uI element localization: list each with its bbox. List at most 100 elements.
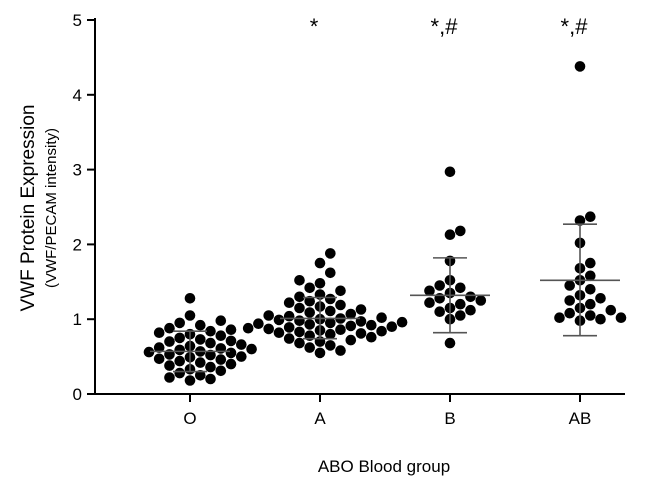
data-point bbox=[455, 310, 466, 321]
data-point bbox=[585, 257, 596, 269]
data-point bbox=[386, 321, 398, 333]
data-point bbox=[355, 304, 367, 315]
data-point bbox=[164, 360, 175, 371]
data-point bbox=[455, 225, 466, 237]
data-point bbox=[153, 353, 165, 365]
data-point bbox=[215, 365, 227, 377]
data-point bbox=[335, 285, 346, 297]
data-point bbox=[335, 345, 346, 356]
data-point bbox=[273, 327, 285, 339]
data-point bbox=[424, 285, 435, 297]
data-point bbox=[564, 280, 575, 291]
y-axis-sublabel: (VWF/PECAM intensity) bbox=[43, 128, 60, 288]
data-point bbox=[283, 297, 295, 309]
y-tick-label: 3 bbox=[73, 161, 82, 180]
data-point bbox=[335, 299, 346, 311]
error-bars bbox=[150, 223, 620, 373]
data-point bbox=[184, 293, 196, 304]
data-point bbox=[205, 361, 216, 373]
data-point bbox=[294, 326, 305, 338]
data-point bbox=[314, 347, 326, 359]
data-point bbox=[325, 328, 336, 340]
data-point bbox=[205, 373, 216, 385]
data-point bbox=[304, 342, 316, 353]
data-point bbox=[585, 270, 596, 282]
data-point bbox=[304, 282, 316, 294]
data-point bbox=[195, 334, 206, 345]
y-axis-label: VWF Protein Expression bbox=[18, 105, 39, 312]
data-point bbox=[164, 372, 175, 383]
data-point bbox=[174, 317, 185, 329]
data-point bbox=[246, 343, 257, 355]
data-point bbox=[273, 314, 285, 326]
data-point bbox=[424, 297, 435, 309]
y-tick-label: 5 bbox=[73, 11, 82, 30]
data-point bbox=[595, 313, 606, 325]
y-tick-label: 4 bbox=[73, 86, 82, 105]
y-tick-label: 0 bbox=[73, 385, 82, 404]
data-point bbox=[314, 278, 326, 289]
data-point bbox=[294, 315, 305, 327]
significance-annotation: *,# bbox=[431, 14, 459, 39]
data-point bbox=[225, 335, 237, 347]
data-point bbox=[283, 333, 295, 344]
data-point bbox=[366, 331, 377, 343]
significance-annotation: *,# bbox=[561, 14, 589, 39]
data-point bbox=[585, 211, 596, 222]
data-point bbox=[605, 304, 617, 316]
data-point bbox=[236, 351, 247, 362]
data-point bbox=[455, 298, 466, 310]
data-point bbox=[444, 166, 456, 178]
data-point bbox=[294, 275, 305, 286]
data-point bbox=[554, 312, 565, 324]
data-point bbox=[283, 322, 295, 333]
x-tick-label: A bbox=[314, 409, 326, 428]
data-point bbox=[164, 322, 175, 334]
data-point bbox=[444, 337, 456, 349]
data-point bbox=[205, 325, 216, 337]
data-point bbox=[564, 295, 575, 306]
data-point bbox=[475, 295, 487, 306]
x-tick-label: AB bbox=[569, 409, 592, 428]
data-point bbox=[153, 342, 165, 353]
data-point bbox=[263, 323, 275, 335]
data-point bbox=[164, 336, 175, 347]
data-point bbox=[205, 349, 216, 361]
data-point bbox=[325, 317, 336, 329]
data-point bbox=[564, 307, 575, 319]
data-point bbox=[215, 315, 227, 327]
data-point bbox=[585, 298, 596, 310]
data-point bbox=[325, 305, 336, 317]
data-point bbox=[585, 310, 596, 321]
y-tick-label: 1 bbox=[73, 310, 82, 329]
data-point bbox=[335, 324, 346, 336]
data-point bbox=[225, 347, 237, 359]
data-point bbox=[434, 306, 446, 318]
data-point bbox=[283, 310, 295, 322]
data-point bbox=[195, 319, 206, 331]
data-point bbox=[355, 328, 367, 339]
data-point bbox=[615, 312, 627, 324]
data-point bbox=[304, 295, 316, 307]
data-point bbox=[195, 357, 206, 368]
significance-annotations: * *,# *,# bbox=[310, 14, 588, 39]
data-point bbox=[174, 332, 185, 344]
data-point bbox=[314, 257, 326, 269]
data-point bbox=[174, 367, 185, 379]
data-point bbox=[574, 61, 586, 72]
data-point bbox=[585, 284, 596, 295]
data-point bbox=[376, 325, 387, 337]
y-tick-label: 2 bbox=[73, 235, 82, 254]
data-point bbox=[263, 310, 275, 321]
data-point bbox=[242, 322, 254, 334]
data-point bbox=[205, 337, 216, 349]
data-point bbox=[184, 310, 196, 321]
data-point bbox=[345, 320, 357, 332]
data-point bbox=[366, 319, 377, 331]
data-point bbox=[174, 344, 185, 356]
data-point bbox=[195, 370, 206, 381]
x-ticks: O A B AB bbox=[183, 394, 591, 428]
data-point bbox=[574, 215, 586, 226]
data-point bbox=[184, 375, 196, 386]
